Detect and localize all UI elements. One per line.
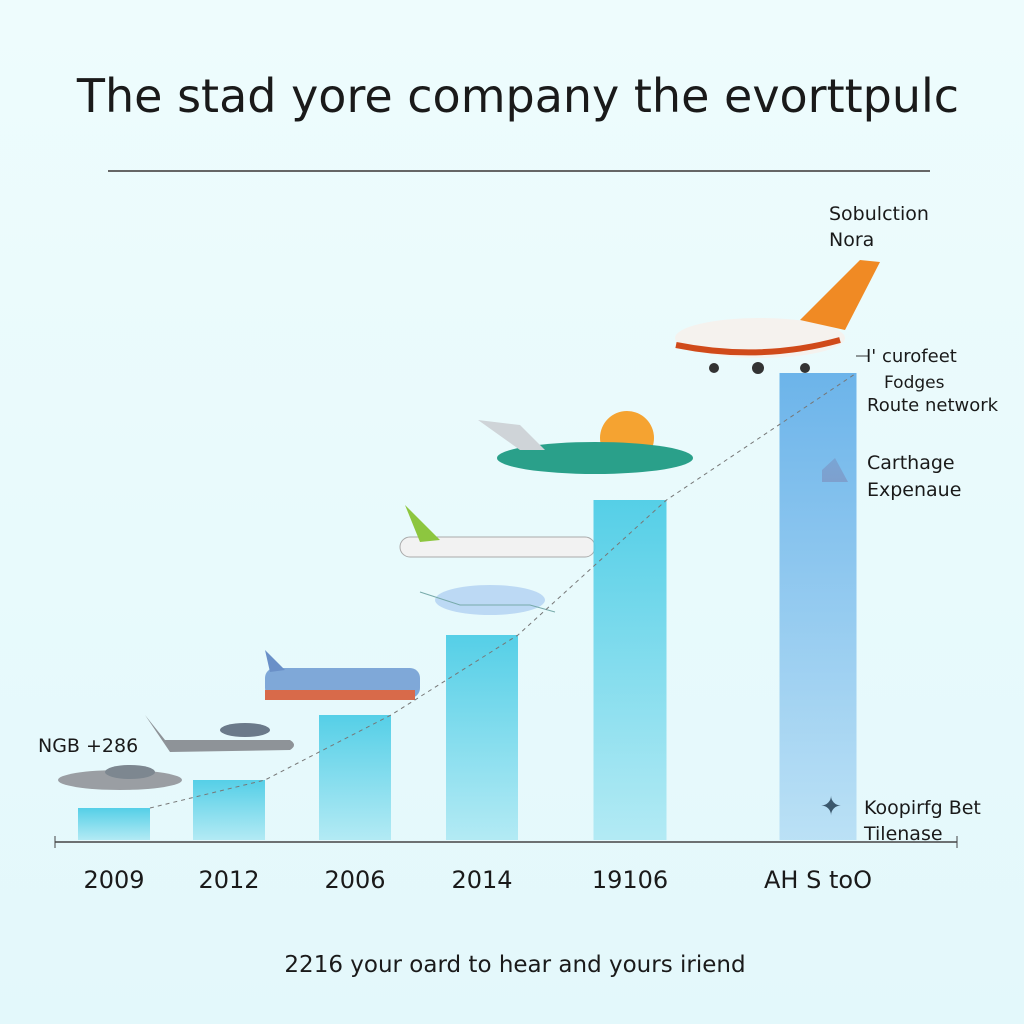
bar	[446, 635, 518, 840]
annotation: Carthage	[867, 452, 955, 474]
x-tick-label: AH S toO	[764, 866, 872, 894]
annotation: Sobulction	[829, 203, 929, 225]
x-tick-label: 2009	[83, 866, 144, 894]
annotation: Route network	[867, 395, 999, 416]
footer: 2216 your oard to hear and yours iriend	[284, 952, 745, 978]
chart-title: The stad yore company the evorttpulc	[76, 69, 959, 123]
x-tick-label: 2014	[451, 866, 512, 894]
annotation: I' curofeet	[866, 346, 957, 367]
plane-icon	[58, 260, 880, 790]
x-tick-label: 2012	[198, 866, 259, 894]
annotation: Tilenase	[863, 823, 943, 845]
bar	[319, 715, 391, 840]
x-tick-label: 2006	[324, 866, 385, 894]
annotation: Nora	[829, 229, 874, 251]
annotation: Koopirfg Bet	[864, 797, 981, 819]
annotation: Expenaue	[867, 479, 961, 501]
annotation: NGB +286	[38, 735, 138, 757]
annotation: Fodges	[884, 373, 945, 393]
bar	[779, 373, 857, 840]
bar	[593, 500, 667, 840]
bar	[78, 808, 150, 840]
x-tick-label: 19106	[592, 866, 668, 894]
trend-line	[149, 372, 857, 809]
bar	[193, 780, 265, 840]
